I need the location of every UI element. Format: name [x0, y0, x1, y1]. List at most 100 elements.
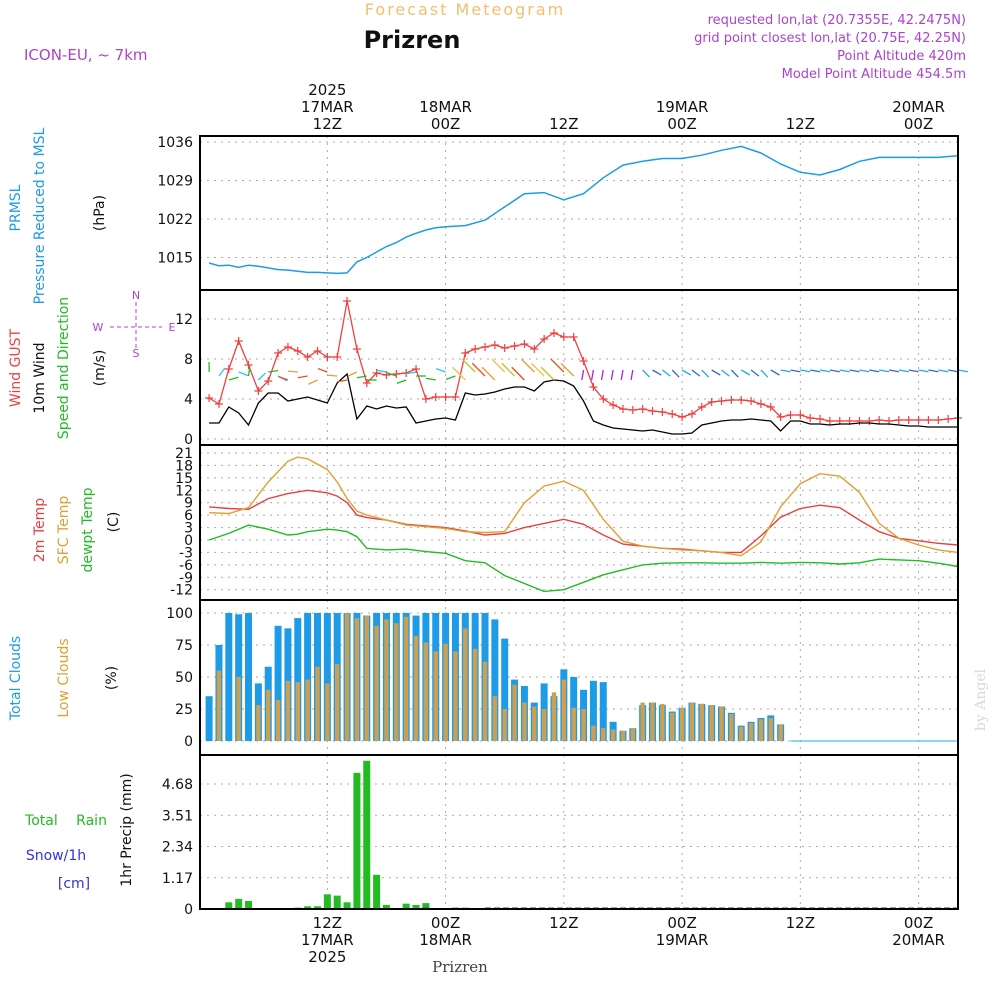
total-cloud-bar: [599, 682, 607, 741]
gust-point: [421, 395, 430, 403]
direction-label: Speed and Direction: [56, 297, 72, 439]
wind-direction-arrow: [581, 369, 585, 380]
grid-layer: [200, 136, 958, 910]
wind-direction-arrow: [938, 369, 949, 373]
wind-direction-arrow: [652, 369, 662, 376]
cloud-unit: (%): [104, 666, 120, 690]
temp-line-1: [209, 489, 959, 554]
temp-line-3: [208, 524, 959, 593]
top-time-label: 17MAR: [301, 98, 354, 116]
gust-point: [678, 413, 687, 421]
gust-point: [293, 347, 302, 355]
gust-point: [323, 353, 332, 361]
compass-east: E: [169, 321, 176, 334]
wind-ytick-label: 4: [184, 392, 193, 408]
gust-point: [274, 349, 283, 357]
wind-direction-arrow: [661, 369, 671, 377]
bottom-time-label: 20MAR: [892, 931, 945, 949]
chart-subtitle: Forecast Meteogram: [365, 0, 565, 19]
wind-direction-arrow: [218, 367, 226, 377]
wind-direction-arrow: [780, 369, 791, 373]
rain-label: Total Rain: [24, 813, 107, 829]
temp-ytick-label: 12: [175, 483, 193, 499]
prmsl-line: [208, 145, 959, 275]
frame-layer: [199, 135, 959, 910]
top-time-label: 12Z: [313, 115, 342, 133]
temp-ytick-label: -9: [179, 570, 193, 586]
low-cloud-bar: [748, 723, 754, 741]
gust-point: [599, 395, 608, 403]
wind-direction-arrow: [386, 371, 397, 377]
wind-direction-arrow: [287, 370, 298, 373]
low-cloud-bar: [384, 619, 389, 741]
top-time-label: 00Z: [667, 115, 696, 133]
wind-direction-arrow: [740, 369, 751, 376]
gust-point: [412, 365, 421, 373]
wind-frame: [199, 289, 959, 446]
low-cloud-bar: [719, 706, 724, 741]
wind-direction-arrow: [530, 362, 545, 377]
rain-bar: [225, 902, 233, 909]
gust-point: [747, 397, 756, 405]
bottom-time-label: 00Z: [904, 914, 933, 932]
gust-point: [717, 397, 726, 405]
gust-point: [283, 343, 292, 351]
wind-ytick-label: 12: [175, 312, 193, 328]
rain-bar: [382, 904, 390, 909]
gust-label: Wind GUST: [8, 328, 24, 407]
gust-point: [609, 401, 618, 409]
top-time-label: 19MAR: [656, 98, 709, 116]
wind-direction-arrow: [278, 375, 289, 381]
gust-point: [431, 393, 440, 401]
temp-ytick-label: -3: [179, 545, 193, 561]
pressure-ytick-label: 1022: [157, 212, 193, 228]
total-cloud-bar: [323, 613, 331, 741]
gust-point: [579, 357, 588, 365]
wind-direction-arrow: [948, 369, 959, 373]
rain-bar: [343, 902, 351, 909]
data-layer: [205, 145, 968, 909]
location-title: Prizren: [364, 26, 461, 54]
snow-label: Snow/1h: [26, 848, 86, 864]
low-cloud-bar: [650, 702, 655, 741]
total-cloud-bar: [205, 696, 213, 741]
compass-south: S: [133, 347, 140, 360]
gust-point: [914, 416, 923, 424]
gust-point: [333, 353, 342, 361]
precip-frame: [199, 754, 959, 910]
top-time-label: 18MAR: [419, 98, 472, 116]
low-cloud-bar: [295, 682, 300, 741]
rain-bar: [422, 903, 430, 909]
low-cloud-bar: [601, 728, 606, 741]
low-cloud-bar: [620, 730, 626, 741]
rain-bar: [333, 895, 341, 909]
rain-bar: [304, 906, 312, 909]
gust-point: [904, 416, 913, 424]
low-cloud-bar: [522, 702, 527, 741]
gust-point: [766, 403, 775, 411]
wind-direction-arrow: [501, 362, 516, 377]
wind-direction-arrow: [425, 377, 436, 381]
low-cloud-bar: [561, 679, 567, 741]
rain-bar: [245, 900, 253, 909]
total-cloud-bar: [294, 618, 302, 741]
wind-direction-arrow: [297, 375, 308, 379]
wind-direction-arrow: [445, 375, 456, 381]
low-cloud-bar: [325, 683, 330, 741]
gust-point: [628, 406, 637, 414]
wind-direction-arrow: [849, 369, 860, 373]
gust-point: [786, 411, 795, 419]
low-cloud-bar: [216, 670, 222, 741]
low-cloud-bar: [630, 728, 636, 741]
top-time-label: 00Z: [431, 115, 460, 133]
temp-ytick-label: 9: [184, 496, 193, 512]
gust-point: [687, 410, 696, 418]
pressure-labels: PRMSL Pressure Reduced to MSL (hPa): [8, 127, 108, 304]
wind-direction-arrow: [879, 369, 890, 373]
wind-direction-arrow: [790, 369, 801, 373]
rain-bar: [323, 894, 331, 909]
gust-point: [471, 345, 480, 353]
gust-point: [549, 329, 558, 337]
temp-unit: (C): [106, 512, 122, 533]
gust-point: [392, 370, 401, 378]
